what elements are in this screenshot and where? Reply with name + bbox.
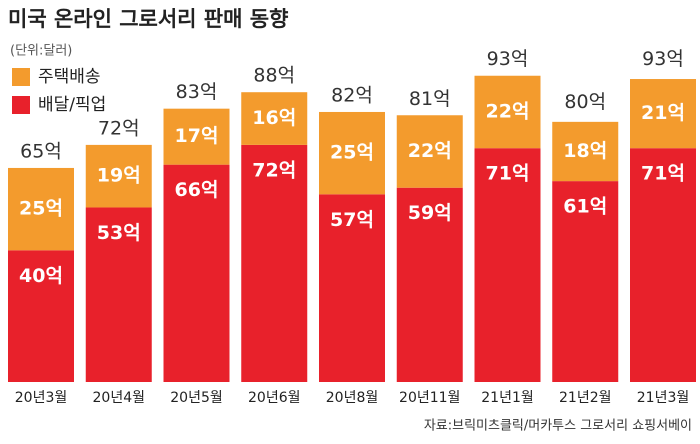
value-label: 22억 <box>486 100 530 122</box>
legend-swatch <box>12 68 30 86</box>
legend-label: 주택배송 <box>38 67 101 87</box>
value-label: 40억 <box>19 265 63 287</box>
legend-swatch <box>12 96 30 114</box>
value-label: 18억 <box>563 140 607 162</box>
total-label: 88억 <box>253 65 295 87</box>
value-label: 61억 <box>563 196 607 218</box>
value-label: 53억 <box>97 222 141 244</box>
bar-segment <box>8 167 74 251</box>
total-label: 83억 <box>176 81 218 103</box>
value-label: 59억 <box>408 202 452 224</box>
bar-segment <box>630 148 696 382</box>
bar-segment <box>474 75 541 149</box>
bar-segment <box>552 181 619 382</box>
bar-segment <box>319 111 385 195</box>
total-label: 93억 <box>642 48 684 70</box>
bar-segment <box>396 115 463 188</box>
bar-segment <box>8 250 74 382</box>
x-tick-label: 20년4월 <box>93 390 145 406</box>
bar-segment <box>85 144 152 208</box>
bar-segment <box>630 79 696 149</box>
bar-segment <box>85 207 152 382</box>
total-label: 65억 <box>20 140 62 162</box>
chart-title: 미국 온라인 그로서리 판매 동향 <box>8 7 288 31</box>
bar-segment <box>241 92 308 145</box>
x-tick-label: 20년8월 <box>326 390 378 406</box>
total-label: 93억 <box>487 48 529 70</box>
value-label: 71억 <box>641 163 685 185</box>
x-tick-label: 21년2월 <box>559 390 611 406</box>
value-label: 17억 <box>175 125 219 147</box>
total-label: 81억 <box>409 88 451 110</box>
bar-segment <box>163 108 230 165</box>
x-tick-label: 20년5월 <box>170 390 222 406</box>
bar-segment <box>241 144 308 382</box>
value-label: 57억 <box>330 209 374 231</box>
value-label: 19억 <box>97 165 141 187</box>
value-label: 25억 <box>19 198 63 220</box>
legend-label: 배달/픽업 <box>38 95 106 115</box>
value-label: 21억 <box>641 102 685 124</box>
bar-segment <box>163 164 230 382</box>
bar-segment <box>474 148 541 382</box>
value-label: 66억 <box>175 179 219 201</box>
value-label: 16억 <box>252 107 296 129</box>
total-label: 80억 <box>564 91 606 113</box>
x-tick-label: 20년3월 <box>15 390 67 406</box>
bar-segment <box>552 121 619 182</box>
value-label: 72억 <box>252 159 296 181</box>
value-label: 22억 <box>408 140 452 162</box>
total-label: 72억 <box>98 117 140 139</box>
bar-segment <box>396 187 463 382</box>
value-label: 71억 <box>486 163 530 185</box>
source: 자료:브릭미츠클릭/머카투스 그로서리 쇼핑서베이 <box>424 419 692 434</box>
unit-label: (단위:달러) <box>10 44 72 59</box>
bar-segment <box>319 194 385 382</box>
x-tick-label: 21년3월 <box>637 390 689 406</box>
x-tick-label: 21년1월 <box>481 390 533 406</box>
total-label: 82억 <box>331 84 373 106</box>
value-label: 25억 <box>330 142 374 164</box>
x-tick-label: 20년11월 <box>399 390 460 406</box>
x-tick-label: 20년6월 <box>248 390 300 406</box>
